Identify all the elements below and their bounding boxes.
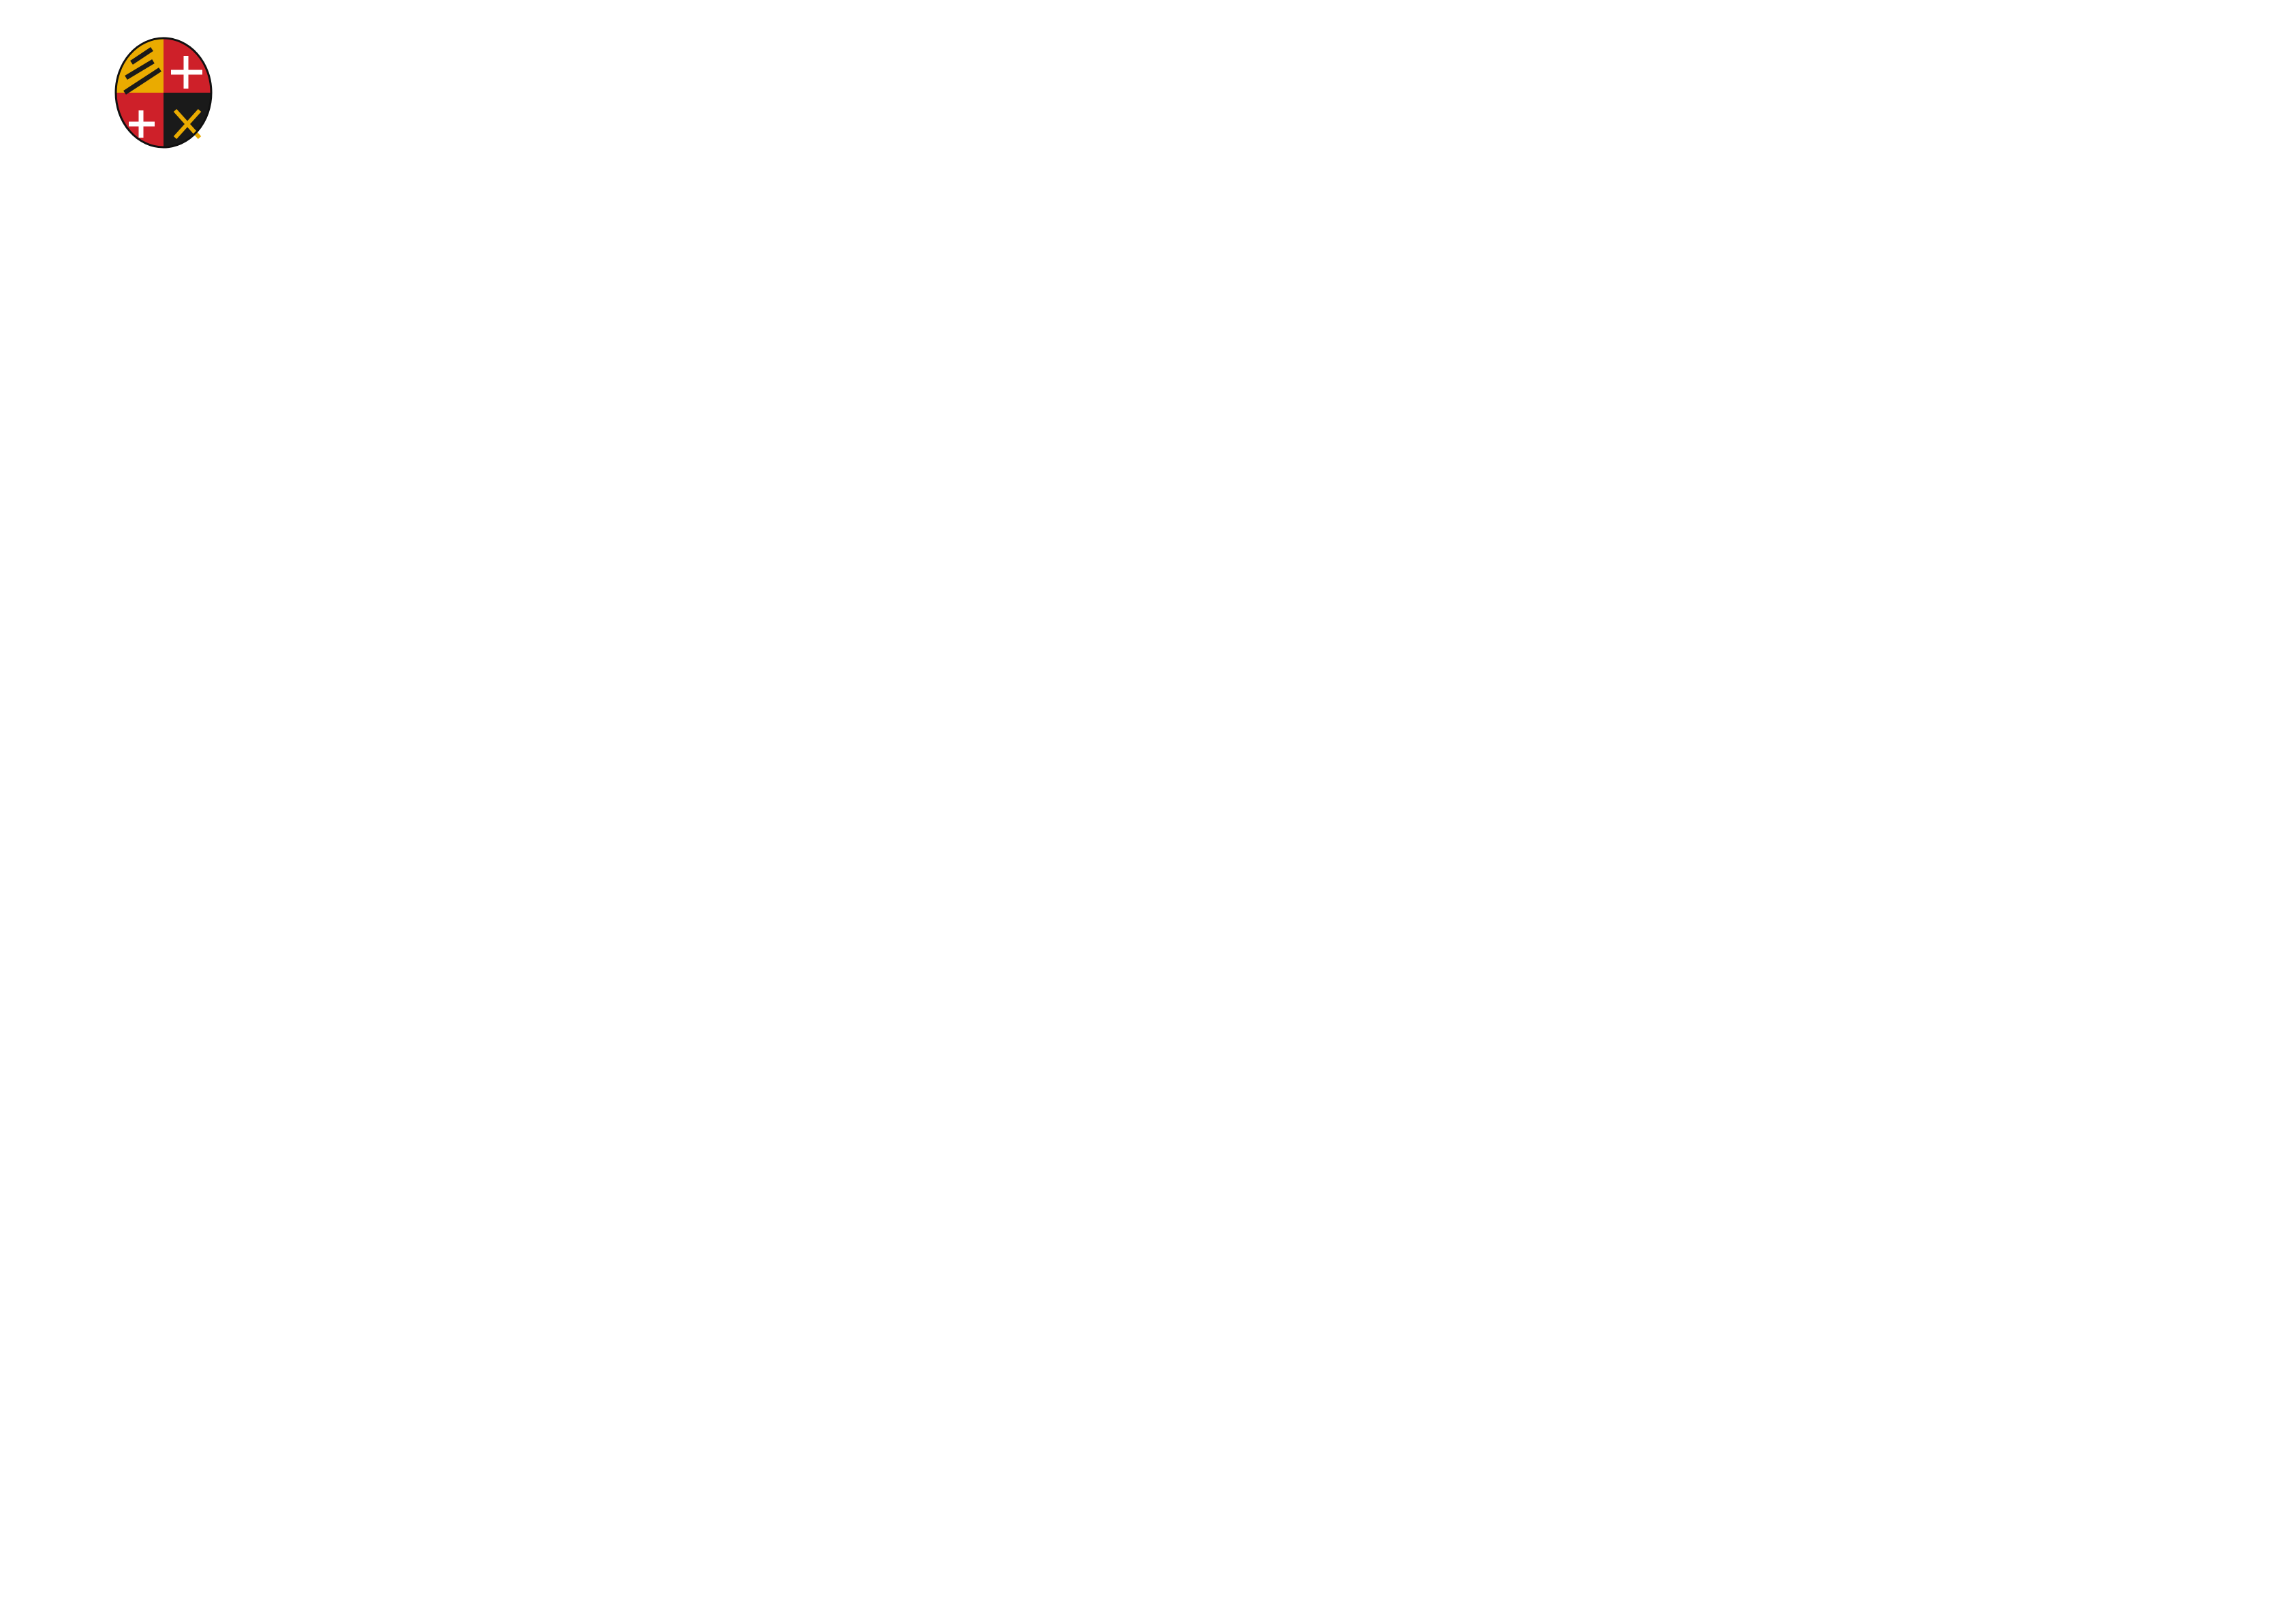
umd-logo: [112, 35, 230, 150]
poster-header: [0, 27, 2296, 198]
authors: [0, 27, 2296, 38]
umd-globe-logo: [114, 37, 213, 149]
affiliation: [0, 38, 2296, 52]
poster-title: [0, 0, 2296, 27]
